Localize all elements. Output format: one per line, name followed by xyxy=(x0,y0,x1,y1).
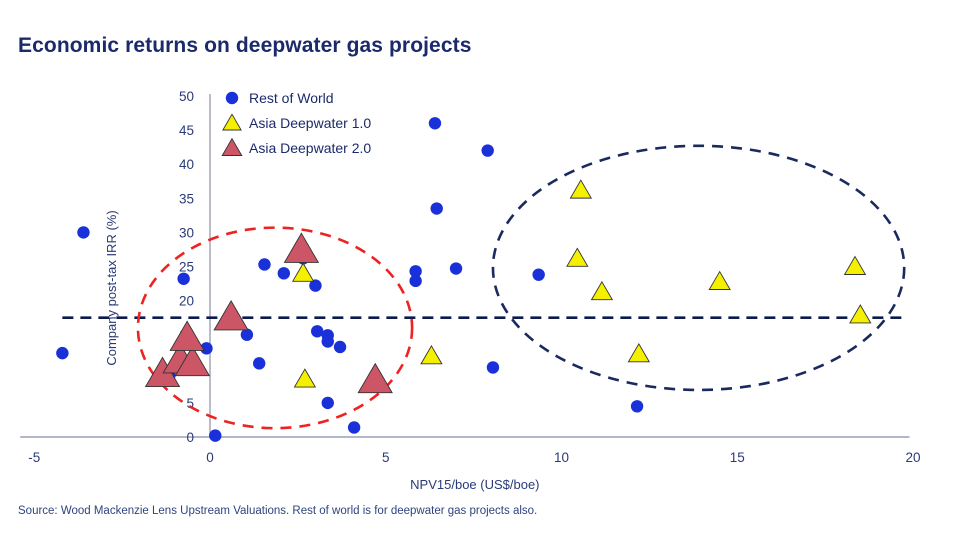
legend-marker-circle xyxy=(225,91,239,105)
data-point-triangle xyxy=(283,232,320,263)
y-tick-label: 5 xyxy=(186,396,194,411)
data-point-circle xyxy=(258,258,271,271)
data-point-circle xyxy=(309,279,322,292)
data-point-triangle xyxy=(569,179,593,199)
legend-item-1[interactable]: Asia Deepwater 1.0 xyxy=(222,113,372,131)
axes-layer: 05101520253035404550-505101520NPV15/boe … xyxy=(20,89,921,492)
source-note: Source: Wood Mackenzie Lens Upstream Val… xyxy=(18,505,538,517)
data-point-circle xyxy=(409,265,422,278)
data-point-triangle xyxy=(174,345,211,377)
x-tick-label: 15 xyxy=(730,450,745,465)
series-asia-deepwater-1-0 xyxy=(291,179,872,388)
data-point-triangle xyxy=(357,362,393,394)
data-point-circle xyxy=(200,342,213,355)
data-point-triangle xyxy=(627,342,651,363)
data-point-circle xyxy=(177,272,190,285)
y-tick-label: 50 xyxy=(179,89,194,104)
navy-cluster-ellipse xyxy=(491,144,906,392)
x-tick-label: 20 xyxy=(905,450,920,465)
data-point-circle xyxy=(347,421,361,434)
y-tick-label: 0 xyxy=(186,430,194,445)
legend-item-0[interactable]: Rest of World xyxy=(225,90,334,106)
data-point-circle xyxy=(277,267,291,280)
legend-marker-triangle xyxy=(221,137,243,156)
y-axis-label: Company post-tax IRR (%) xyxy=(104,210,119,365)
red-cluster-ellipse xyxy=(136,226,414,430)
legend-label: Asia Deepwater 2.0 xyxy=(249,140,371,156)
data-point-triangle xyxy=(169,320,205,351)
page-title: Economic returns on deepwater gas projec… xyxy=(18,34,472,57)
data-point-circle xyxy=(77,226,90,239)
data-point-triangle xyxy=(213,299,249,331)
data-point-triangle xyxy=(566,247,589,267)
data-point-circle xyxy=(630,400,644,413)
data-point-circle xyxy=(409,274,422,288)
data-point-triangle xyxy=(843,255,867,275)
y-tick-label: 30 xyxy=(179,225,194,240)
y-tick-label: 35 xyxy=(179,191,194,206)
data-point-triangle xyxy=(849,304,872,324)
y-tick-label: 20 xyxy=(179,294,194,309)
data-point-triangle xyxy=(420,345,443,365)
data-point-circle xyxy=(253,357,266,370)
y-tick-label: 40 xyxy=(179,157,194,172)
data-point-circle xyxy=(321,396,334,410)
data-point-circle xyxy=(486,361,500,374)
x-tick-label: -5 xyxy=(28,450,40,465)
x-axis-label: NPV15/boe (US$/boe) xyxy=(410,477,539,492)
legend-item-2[interactable]: Asia Deepwater 2.0 xyxy=(221,137,371,156)
data-point-circle xyxy=(333,340,347,354)
data-point-circle xyxy=(311,325,324,338)
data-point-circle xyxy=(240,328,254,341)
data-point-circle xyxy=(481,144,494,157)
x-tick-label: 10 xyxy=(554,450,569,465)
data-point-triangle xyxy=(590,280,614,301)
data-points-layer xyxy=(56,117,872,442)
legend-label: Asia Deepwater 1.0 xyxy=(249,115,371,131)
x-tick-label: 0 xyxy=(206,450,214,465)
data-point-circle xyxy=(321,335,334,348)
series-rest-of-world xyxy=(56,117,644,442)
data-point-circle xyxy=(430,202,443,215)
data-point-circle xyxy=(56,346,69,360)
series-asia-deepwater-2-0 xyxy=(144,232,393,394)
data-point-circle xyxy=(209,429,222,442)
y-tick-label: 45 xyxy=(179,123,194,138)
data-point-circle xyxy=(449,262,463,275)
legend-label: Rest of World xyxy=(249,90,334,106)
annotations-layer xyxy=(62,144,906,430)
data-point-triangle xyxy=(708,270,731,290)
chart-legend: Rest of World Asia Deepwater 1.0 Asia Deep… xyxy=(221,90,372,156)
data-point-triangle xyxy=(293,368,317,388)
x-tick-label: 5 xyxy=(382,450,390,465)
data-point-circle xyxy=(428,117,442,130)
legend-marker-triangle xyxy=(222,113,242,131)
data-point-circle xyxy=(532,268,545,281)
y-tick-label: 25 xyxy=(179,260,194,275)
data-point-triangle xyxy=(291,262,315,282)
